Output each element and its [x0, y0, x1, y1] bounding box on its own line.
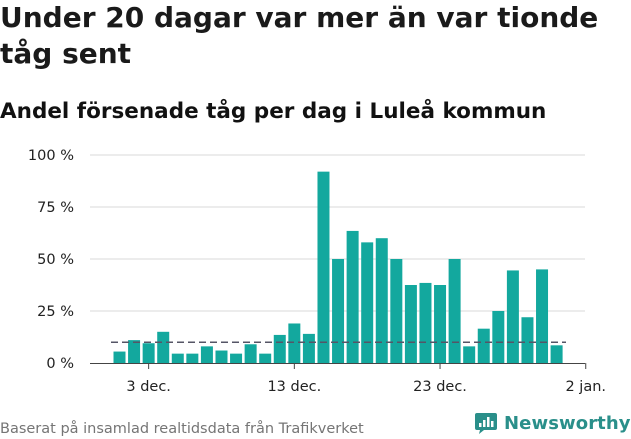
bar — [477, 328, 490, 363]
bar — [259, 353, 272, 363]
newsworthy-logo: Newsworthy — [474, 410, 631, 436]
bar — [361, 242, 374, 363]
bar — [419, 282, 432, 363]
bar — [434, 285, 447, 363]
y-tick-label: 50 % — [37, 252, 74, 268]
bar — [346, 230, 359, 363]
y-tick-label: 0 % — [46, 356, 74, 372]
bar — [550, 345, 563, 363]
y-tick-label: 25 % — [37, 304, 74, 320]
bar — [506, 270, 519, 363]
bar — [404, 285, 417, 363]
x-tick-label: 23 dec. — [413, 379, 467, 395]
bar — [536, 269, 549, 363]
bar — [390, 259, 403, 363]
bar — [448, 259, 461, 363]
bar — [157, 331, 170, 363]
bar — [171, 353, 184, 363]
bar — [142, 343, 155, 363]
x-tick-label: 3 dec. — [126, 379, 171, 395]
chart-title: Under 20 dagar var mer än var tionde tåg… — [0, 1, 599, 70]
bar — [332, 259, 345, 363]
bar — [375, 238, 388, 363]
bar — [186, 353, 199, 363]
y-tick-label: 75 % — [37, 200, 74, 216]
bar-chart: 0 % 25 % 50 % 75 % 100 % 3 dec. 13 dec. 23 dec… — [28, 148, 606, 395]
x-tick-label: 2 jan. — [565, 379, 606, 395]
bar — [128, 340, 141, 363]
source-note: Baserat på insamlad realtidsdata från Tr… — [0, 421, 364, 437]
bar — [521, 317, 534, 363]
newsworthy-logo-icon — [475, 413, 497, 434]
bar — [200, 346, 213, 363]
bar — [288, 323, 301, 363]
bar — [113, 351, 126, 363]
x-tick-label: 13 dec. — [267, 379, 321, 395]
y-tick-label: 100 % — [28, 148, 74, 164]
bar — [302, 333, 315, 363]
bar — [317, 171, 330, 363]
chart-subtitle: Andel försenade tåg per dag i Luleå komm… — [0, 99, 547, 124]
bar — [244, 344, 257, 363]
bar — [273, 334, 286, 363]
x-axis: 3 dec. 13 dec. 23 dec. 2 jan. — [90, 363, 606, 395]
bar — [230, 353, 243, 363]
bar-series — [113, 171, 563, 363]
y-axis-tick-labels: 0 % 25 % 50 % 75 % 100 % — [28, 148, 74, 372]
brand-name: Newsworthy — [504, 412, 631, 434]
bar — [215, 350, 228, 363]
bar — [463, 346, 476, 363]
bar — [492, 311, 505, 363]
